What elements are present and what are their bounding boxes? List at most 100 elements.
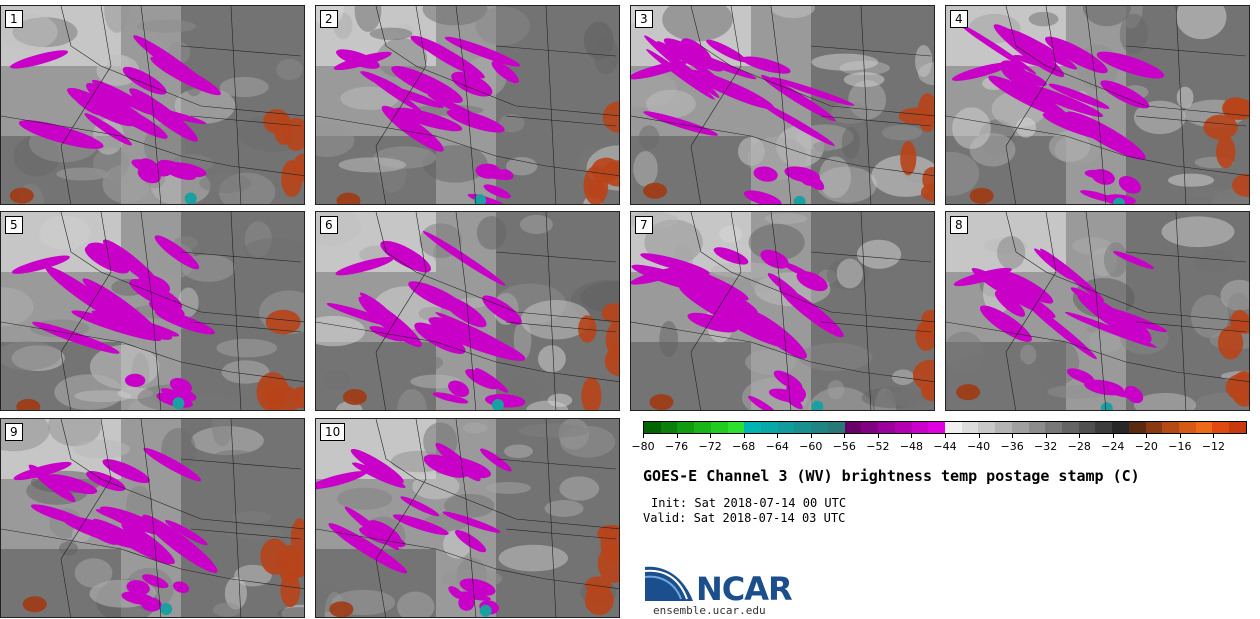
- colorbar-tick-label: −36: [1000, 440, 1024, 453]
- map-panel-4: 4: [945, 5, 1250, 205]
- map-panel-2: 2: [315, 5, 620, 205]
- satellite-map: [316, 419, 619, 617]
- colorbar-segment: [944, 422, 962, 433]
- panel-number: 3: [635, 10, 653, 28]
- colorbar-tick: [1213, 434, 1215, 438]
- colorbar-segment: [894, 422, 912, 433]
- colorbar-segment: [727, 422, 745, 433]
- colorbar-tick-label: −44: [933, 440, 957, 453]
- colorbar-tick: [1179, 434, 1181, 438]
- panel-number: 1: [5, 10, 23, 28]
- colorbar-tick-label: −72: [698, 440, 722, 453]
- colorbar-segment: [1229, 422, 1246, 433]
- panel-number: 9: [5, 423, 23, 441]
- colorbar-segment: [677, 422, 695, 433]
- satellite-map: [946, 212, 1249, 410]
- colorbar-segment: [995, 422, 1012, 433]
- satellite-map: [631, 6, 934, 204]
- map-panel-9: 9: [0, 418, 305, 618]
- colorbar-tick: [743, 434, 745, 438]
- colorbar-segment: [1145, 422, 1163, 433]
- colorbar-tick: [1112, 434, 1114, 438]
- colorbar-segment: [1128, 422, 1146, 433]
- colorbar: [643, 421, 1247, 434]
- colorbar-segment: [844, 422, 862, 433]
- colorbar-segment: [794, 422, 812, 433]
- panel-number: 7: [635, 216, 653, 234]
- panel-number: 2: [320, 10, 338, 28]
- panel-number: 8: [950, 216, 968, 234]
- colorbar-tick: [1146, 434, 1148, 438]
- colorbar-tick: [777, 434, 779, 438]
- logo-url: ensemble.ucar.edu: [653, 604, 766, 617]
- colorbar-tick-label: −16: [1168, 440, 1192, 453]
- colorbar-tick: [844, 434, 846, 438]
- colorbar-tick: [710, 434, 712, 438]
- colorbar-labels: −80 −76 −72 −68 −64 −60 −56 −52 −48 −44 −40 −36 −32−…: [631, 440, 1247, 454]
- panel-number: 5: [5, 216, 23, 234]
- init-time: Init: Sat 2018-07-14 00 UTC: [651, 496, 847, 510]
- colorbar-segment: [911, 422, 929, 433]
- valid-time: Valid: Sat 2018-07-14 03 UTC: [643, 511, 846, 525]
- colorbar-segment: [961, 422, 979, 433]
- colorbar-tick: [1079, 434, 1081, 438]
- colorbar-segment: [761, 422, 778, 433]
- colorbar-tick-label: −64: [765, 440, 789, 453]
- colorbar-tick-label: −68: [732, 440, 756, 453]
- map-panel-6: 6: [315, 211, 620, 411]
- satellite-map: [946, 6, 1249, 204]
- satellite-map: [631, 212, 934, 410]
- colorbar-tick-label: −12: [1201, 440, 1226, 453]
- colorbar-segment: [1112, 422, 1129, 433]
- colorbar-segment: [1179, 422, 1196, 433]
- colorbar-tick-label: −52: [866, 440, 890, 453]
- colorbar-tick-label: −32: [1034, 440, 1058, 453]
- map-panel-10: 10: [315, 418, 620, 618]
- panel-number: 10: [320, 423, 346, 441]
- colorbar-segment: [660, 422, 678, 433]
- colorbar-segment: [928, 422, 945, 433]
- colorbar-segment: [644, 422, 661, 433]
- colorbar-segment: [878, 422, 895, 433]
- colorbar-segment: [744, 422, 762, 433]
- colorbar-tick-label: −76: [664, 440, 689, 453]
- colorbar-tick: [676, 434, 678, 438]
- satellite-map: [316, 212, 619, 410]
- colorbar-segment: [1212, 422, 1230, 433]
- colorbar-segment: [978, 422, 996, 433]
- colorbar-segment: [777, 422, 795, 433]
- colorbar-tick-label: −60: [799, 440, 823, 453]
- colorbar-tick-label: −24: [1101, 440, 1125, 453]
- colorbar-tick: [877, 434, 879, 438]
- satellite-map: [316, 6, 619, 204]
- colorbar-tick-label: −80: [631, 440, 655, 453]
- colorbar-segment: [861, 422, 879, 433]
- colorbar-tick-label: −28: [1067, 440, 1091, 453]
- colorbar-segment: [1078, 422, 1096, 433]
- colorbar-tick: [945, 434, 946, 438]
- colorbar-tick-label: −56: [832, 440, 856, 453]
- map-panel-8: 8: [945, 211, 1250, 411]
- colorbar-tick-label: −48: [899, 440, 924, 453]
- logo-wordmark: NCAR: [696, 570, 793, 608]
- map-panel-3: 3: [630, 5, 935, 205]
- colorbar-tick: [1045, 434, 1047, 438]
- colorbar-segment: [1195, 422, 1213, 433]
- colorbar-tick: [1012, 434, 1014, 438]
- colorbar-segment: [811, 422, 828, 433]
- panel-number: 4: [950, 10, 968, 28]
- colorbar-tick: [911, 434, 913, 438]
- colorbar-segment: [710, 422, 728, 433]
- colorbar-tick-label: −20: [1134, 440, 1158, 453]
- colorbar-segment: [1045, 422, 1062, 433]
- map-panel-5: 5: [0, 211, 305, 411]
- colorbar-segment: [1095, 422, 1113, 433]
- map-panel-1: 1: [0, 5, 305, 205]
- colorbar-tick: [978, 434, 980, 438]
- figure-title: GOES-E Channel 3 (WV) brightness temp po…: [643, 467, 1140, 485]
- colorbar-segment: [1162, 422, 1179, 433]
- satellite-map: [1, 212, 304, 410]
- map-panel-7: 7: [630, 211, 935, 411]
- satellite-map: [1, 6, 304, 204]
- colorbar-tick-label: −40: [966, 440, 991, 453]
